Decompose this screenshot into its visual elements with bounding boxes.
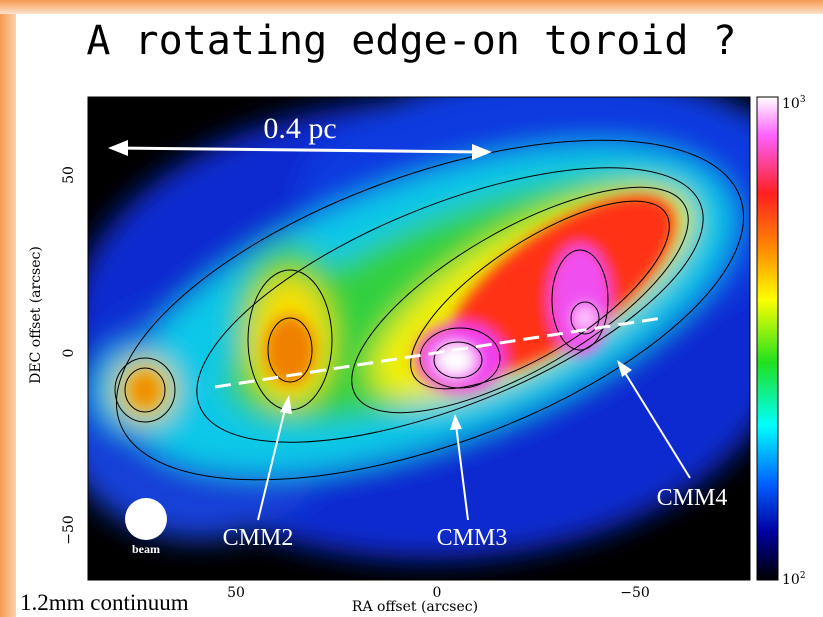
colorbar-label: 102 [782,571,806,588]
colorbar [757,97,778,580]
x-tick-label: −50 [620,585,650,601]
x-axis-label: RA offset (arcsec) [352,599,478,615]
colorbar-base: 10 [782,572,800,588]
colorbar-exponent: 3 [800,95,806,105]
source-label: CMM4 [657,485,728,511]
y-tick-label: 0 [61,349,77,358]
scale-label: 0.4 pc [263,112,336,145]
x-tick-label: 50 [227,585,245,601]
beam-marker [125,498,167,540]
caption: 1.2mm continuum [20,590,189,615]
y-tick-label: 50 [61,166,77,184]
figure: 0.4 pc CMM2 CMM3 CMM4 beam 50 0 −50 DEC … [0,0,823,617]
source-label: CMM2 [223,525,294,551]
colorbar-base: 10 [782,96,800,112]
y-tick-label: −50 [61,515,77,545]
slide: A rotating edge-on toroid ? [0,0,823,617]
colorbar-label: 103 [782,95,806,112]
y-axis-label: DEC offset (arcsec) [28,246,44,384]
colorbar-exponent: 2 [800,571,806,581]
source-label: CMM3 [437,525,508,551]
beam-label: beam [132,542,160,556]
